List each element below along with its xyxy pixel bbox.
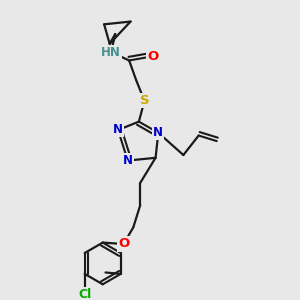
Text: O: O bbox=[147, 50, 158, 63]
Text: HN: HN bbox=[101, 46, 121, 59]
Text: Cl: Cl bbox=[78, 288, 91, 300]
Text: O: O bbox=[118, 238, 129, 250]
Text: N: N bbox=[153, 126, 163, 139]
Text: N: N bbox=[113, 124, 123, 136]
Text: N: N bbox=[123, 154, 133, 167]
Text: S: S bbox=[140, 94, 149, 107]
